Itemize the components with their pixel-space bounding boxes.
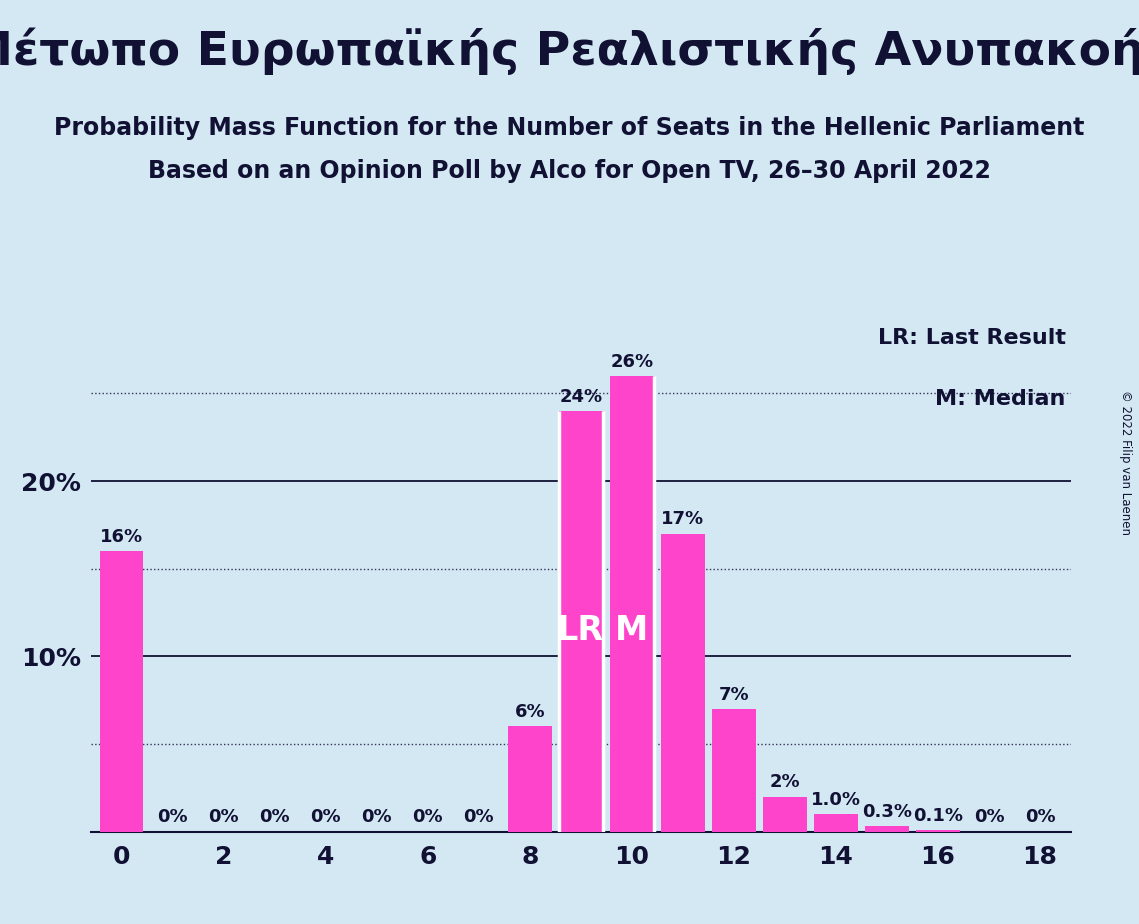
Text: 0.3%: 0.3% (862, 803, 912, 821)
Text: 24%: 24% (559, 388, 603, 406)
Text: 0%: 0% (361, 808, 392, 826)
Text: 2%: 2% (770, 773, 801, 791)
Bar (662, 534, 705, 832)
Text: 6%: 6% (515, 703, 546, 722)
Text: Μέτωπο Ευρωπαϊκής Ρεαλιστικής Ανυπακοής: Μέτωπο Ευρωπαϊκής Ρεαλιστικής Ανυπακοής (0, 28, 1139, 75)
Bar (559, 411, 603, 832)
Bar (866, 826, 909, 832)
Text: 0%: 0% (157, 808, 188, 826)
Text: 17%: 17% (662, 510, 705, 529)
Text: 0%: 0% (260, 808, 290, 826)
Text: 1.0%: 1.0% (811, 791, 861, 808)
Text: 0%: 0% (464, 808, 494, 826)
Text: 0%: 0% (1025, 808, 1056, 826)
Bar (763, 796, 806, 832)
Text: 0%: 0% (208, 808, 239, 826)
Text: 0.1%: 0.1% (913, 807, 962, 824)
Bar (712, 709, 755, 832)
Bar (611, 376, 654, 832)
Text: 0%: 0% (974, 808, 1005, 826)
Text: 0%: 0% (311, 808, 341, 826)
Text: © 2022 Filip van Laenen: © 2022 Filip van Laenen (1118, 390, 1132, 534)
Bar (508, 726, 551, 832)
Text: 16%: 16% (100, 528, 144, 546)
Text: LR: LR (557, 614, 605, 647)
Bar (100, 552, 144, 832)
Text: M: M (615, 614, 648, 647)
Text: 26%: 26% (611, 353, 654, 371)
Bar (917, 830, 960, 832)
Text: 0%: 0% (412, 808, 443, 826)
Text: 7%: 7% (719, 686, 749, 704)
Text: Based on an Opinion Poll by Alco for Open TV, 26–30 April 2022: Based on an Opinion Poll by Alco for Ope… (148, 159, 991, 183)
Text: M: Median: M: Median (935, 390, 1066, 409)
Text: LR: Last Result: LR: Last Result (878, 328, 1066, 348)
Bar (814, 814, 858, 832)
Text: Probability Mass Function for the Number of Seats in the Hellenic Parliament: Probability Mass Function for the Number… (55, 116, 1084, 140)
